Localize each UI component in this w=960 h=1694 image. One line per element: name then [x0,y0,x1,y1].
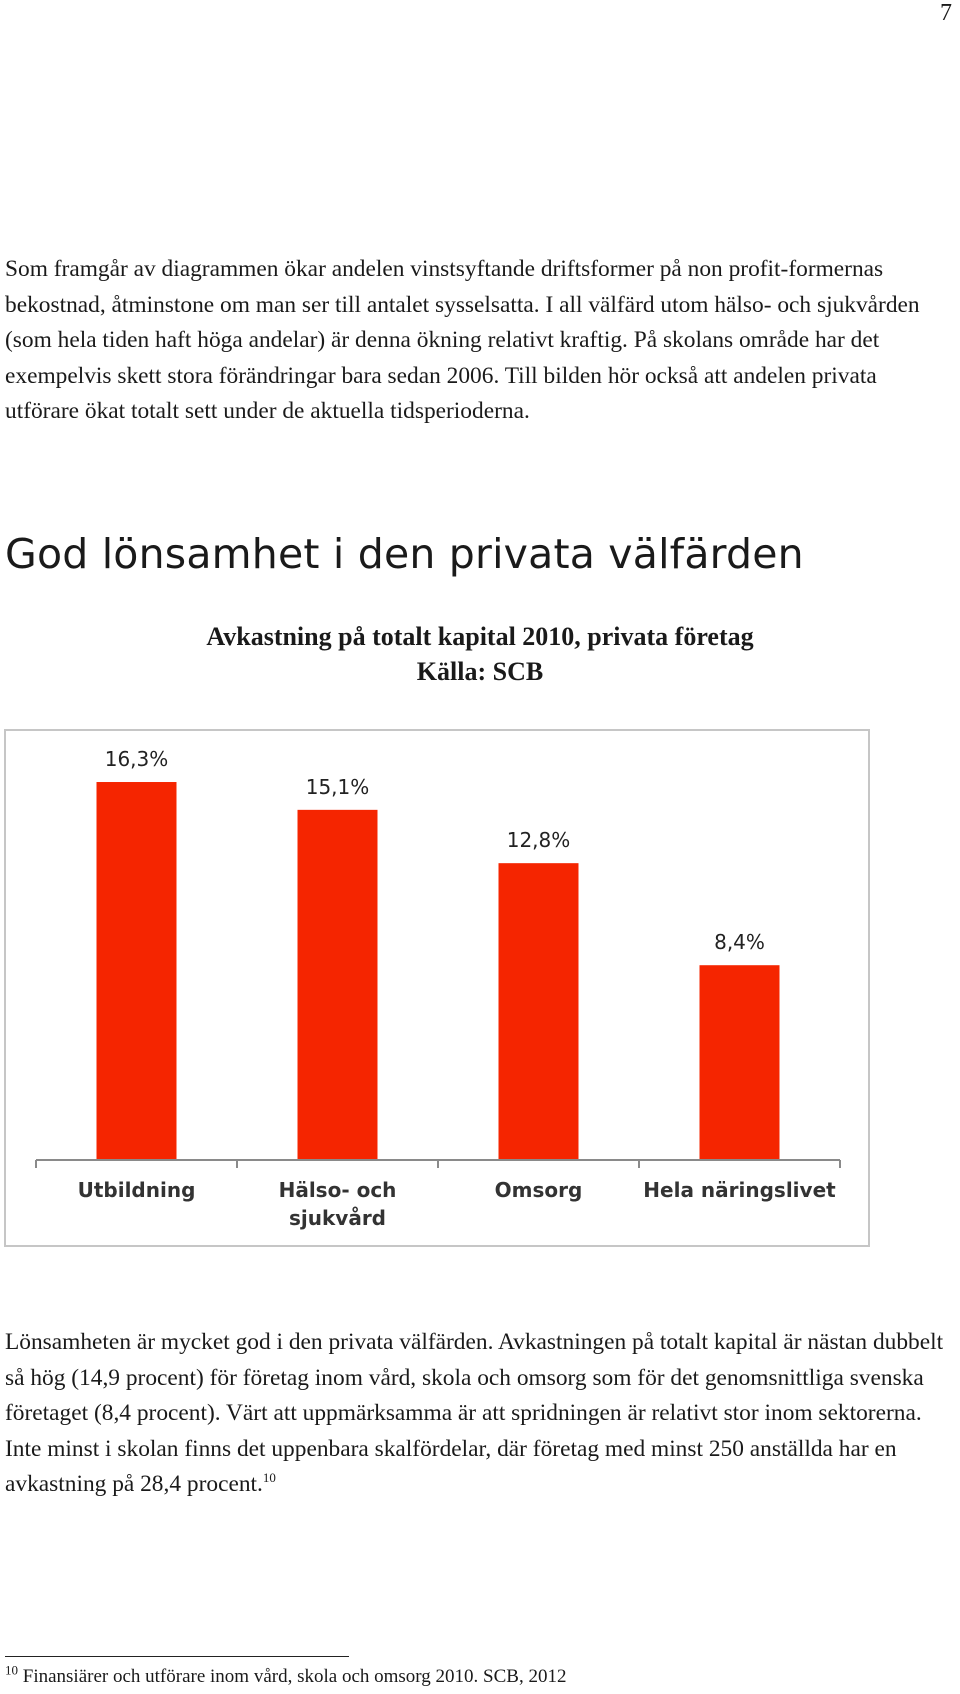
chart-title: Avkastning på totalt kapital 2010, priva… [206,622,754,651]
bar-1 [96,782,177,1160]
category-label-2: Hälso- och sjukvård [279,1178,397,1230]
body-paragraph: Lönsamheten är mycket god i den privata … [5,1325,955,1503]
bar-value-label-1: 16,3% [105,747,169,771]
footnote-text: Finansiärer och utförare inom vård, skol… [22,1666,567,1687]
bar-value-label-4: 8,4% [714,930,765,954]
bar-value-label-2: 15,1% [306,775,370,799]
bar-value-label-3: 12,8% [507,828,571,852]
intro-paragraph: Som framgår av diagrammen ökar andelen v… [5,256,920,425]
footnote: 10 Finansiärer och utförare inom vård, s… [5,1662,567,1689]
bar-2 [297,809,378,1160]
bar-chart: 16,3% 15,1% 12,8% 8,4% Utbildning Hälso- och s… [4,729,870,1247]
category-label-4: Hela näringslivet [643,1178,836,1202]
bar-3 [498,863,579,1160]
category-label-1: Utbildning [78,1178,196,1202]
page-number: 7 [940,0,952,26]
footnote-divider [5,1656,349,1657]
footnote-reference[interactable]: 10 [262,1470,276,1486]
bar-4 [699,965,780,1160]
bar-chart-svg: 16,3% 15,1% 12,8% 8,4% Utbildning Hälso- och s… [35,747,841,1230]
category-label-3: Omsorg [495,1178,583,1202]
section-heading: God lönsamhet i den privata välfärden [5,530,804,578]
footnote-number: 10 [5,1662,18,1678]
chart-source: Källa: SCB [416,657,544,686]
body-paragraph-text: Lönsamheten är mycket god i den privata … [5,1329,944,1498]
